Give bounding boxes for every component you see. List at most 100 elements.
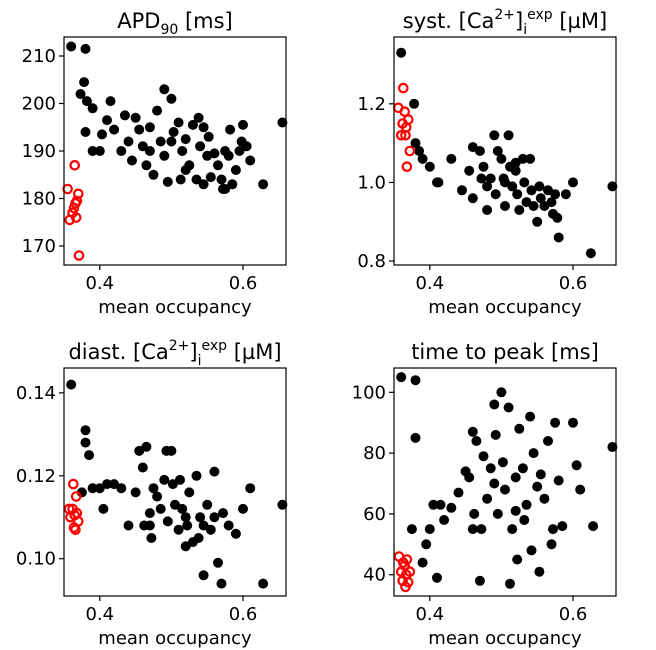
x-tick-label: 0.4 <box>415 273 444 294</box>
data-point <box>467 426 478 437</box>
data-point <box>526 185 537 196</box>
data-point <box>180 134 191 145</box>
series-red <box>62 160 85 261</box>
data-point <box>119 110 130 121</box>
y-tick-label: 80 <box>363 443 386 464</box>
data-point <box>182 520 193 531</box>
data-point <box>492 508 503 519</box>
data-point <box>218 508 228 519</box>
data-point <box>123 136 134 147</box>
data-point <box>223 520 234 531</box>
data-point <box>546 197 557 208</box>
data-point <box>464 165 475 176</box>
data-point <box>489 130 500 141</box>
data-point <box>277 117 288 128</box>
data-point <box>485 463 496 474</box>
data-point <box>467 524 478 535</box>
data-point <box>177 146 188 156</box>
data-point <box>552 212 563 223</box>
data-point <box>80 127 91 137</box>
data-point <box>410 432 421 443</box>
data-point <box>234 146 245 156</box>
data-point <box>532 216 543 227</box>
y-tick-label: 0.12 <box>16 466 56 487</box>
data-point <box>535 469 546 480</box>
subplot-title: APD90 [ms] <box>117 9 233 38</box>
data-point <box>512 189 523 200</box>
data-point-open <box>68 522 80 533</box>
data-point <box>203 131 214 142</box>
data-point <box>528 201 539 211</box>
data-point <box>585 248 596 259</box>
data-point <box>155 503 166 514</box>
data-point <box>550 189 561 200</box>
data-point <box>193 533 204 543</box>
data-point <box>173 117 184 128</box>
data-point <box>146 533 157 543</box>
data-point <box>148 483 159 494</box>
data-point <box>198 122 209 133</box>
x-tick-label: 0.6 <box>229 273 258 294</box>
data-point <box>87 146 98 156</box>
data-point <box>485 173 496 184</box>
data-point <box>510 472 521 483</box>
series-red <box>63 478 84 535</box>
data-point <box>159 84 170 95</box>
data-point <box>446 153 457 164</box>
series-red <box>393 551 416 593</box>
subplot-title: syst. [Ca2+]iexp [µM] <box>403 7 607 38</box>
data-point <box>245 155 256 166</box>
data-point-open <box>401 554 413 565</box>
data-point <box>209 148 220 159</box>
series-black <box>66 379 288 589</box>
data-point <box>517 153 528 164</box>
data-point <box>102 115 112 126</box>
data-point <box>230 165 241 175</box>
data-point <box>490 429 501 440</box>
data-point <box>159 150 170 161</box>
data-point <box>75 89 86 99</box>
data-point <box>526 545 537 556</box>
data-point <box>109 124 120 135</box>
data-point <box>152 491 163 502</box>
data-point <box>534 181 545 192</box>
data-point <box>144 520 155 531</box>
data-point <box>534 566 545 577</box>
data-point <box>568 177 578 188</box>
data-point-open <box>62 183 73 195</box>
data-point <box>500 484 510 495</box>
data-point <box>482 493 493 504</box>
data-point <box>198 179 209 190</box>
data-point <box>198 570 209 581</box>
data-point <box>209 466 220 477</box>
data-point <box>496 387 507 398</box>
data-point <box>155 136 166 147</box>
plot-frame <box>63 367 287 597</box>
data-point <box>492 146 503 156</box>
data-point <box>500 201 510 211</box>
data-point <box>482 205 493 215</box>
data-point <box>512 554 523 565</box>
plot-frame <box>393 36 617 266</box>
data-point <box>213 557 223 568</box>
data-point <box>575 484 586 495</box>
data-point <box>175 474 185 485</box>
data-point <box>607 181 618 192</box>
data-point <box>180 165 191 175</box>
data-point <box>588 521 599 532</box>
data-point-open <box>397 82 409 94</box>
data-point <box>553 232 564 243</box>
data-point <box>166 93 177 104</box>
y-tick-label: 200 <box>22 94 56 115</box>
data-point <box>525 411 536 422</box>
data-point <box>417 153 428 164</box>
data-point <box>84 450 95 461</box>
y-tick-label: 1.2 <box>357 94 386 115</box>
data-point <box>166 136 177 147</box>
data-point <box>439 515 450 525</box>
data-point <box>144 146 155 156</box>
data-point-open <box>404 566 416 577</box>
x-tick-label: 0.6 <box>229 604 258 625</box>
y-tick-label: 40 <box>363 565 386 586</box>
data-point <box>469 508 480 519</box>
